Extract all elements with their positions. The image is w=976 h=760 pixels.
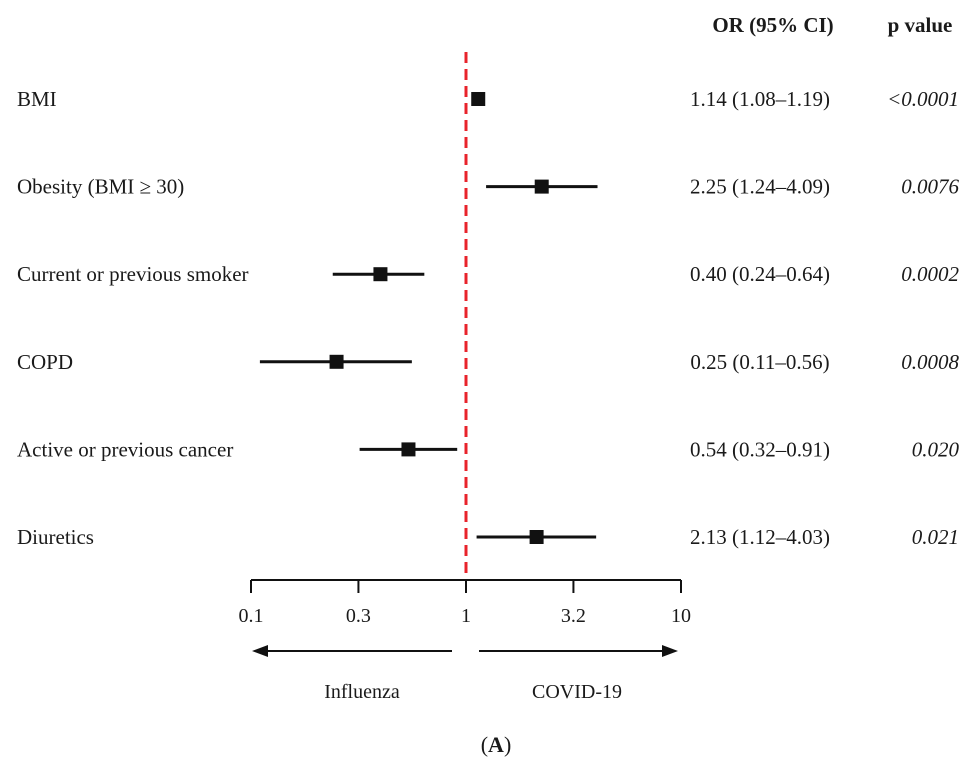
forest-row: Active or previous cancer 0.54 (0.32–0.91… — [17, 437, 960, 461]
row-label: Active or previous cancer — [17, 437, 233, 461]
forest-row: BMI 1.14 (1.08–1.19) <0.0001 — [17, 87, 959, 111]
x-tick-label: 10 — [671, 605, 691, 627]
or-marker — [534, 179, 549, 194]
x-tick-label: 3.2 — [561, 605, 586, 627]
or-value: 0.54 (0.32–0.91) — [690, 437, 830, 461]
or-value: 2.25 (1.24–4.09) — [690, 175, 830, 199]
row-label: Current or previous smoker — [17, 262, 249, 286]
or-marker — [471, 92, 486, 106]
rows-group: BMI 1.14 (1.08–1.19) <0.0001 Obesity (BMI ≥… — [17, 87, 960, 549]
row-label: BMI — [17, 87, 57, 111]
forest-row: Diuretics 2.13 (1.12–4.03) 0.021 — [17, 525, 959, 549]
or-value: 0.25 (0.11–0.56) — [690, 350, 829, 374]
forest-row: COPD 0.25 (0.11–0.56) 0.0008 — [17, 350, 960, 374]
x-tick-label: 0.3 — [346, 605, 371, 627]
p-value: 0.0076 — [901, 175, 959, 199]
direction-arrows — [252, 645, 678, 657]
panel-label: (A) — [481, 732, 512, 757]
p-value: 0.020 — [912, 437, 960, 461]
or-marker — [329, 354, 344, 369]
p-value: 0.0008 — [901, 350, 959, 374]
p-value: 0.021 — [912, 525, 959, 549]
x-axis-ticks: 0.1 0.3 1 3.2 10 — [239, 580, 691, 627]
left-arrow-head — [252, 645, 268, 657]
or-value: 1.14 (1.08–1.19) — [690, 87, 830, 111]
or-marker — [401, 442, 416, 457]
or-value: 2.13 (1.12–4.03) — [690, 525, 830, 549]
x-tick-label: 0.1 — [239, 605, 264, 627]
right-arrow-head — [662, 645, 678, 657]
or-marker — [529, 530, 544, 544]
p-column-header: p value — [888, 13, 953, 37]
row-label: Obesity (BMI ≥ 30) — [17, 175, 184, 199]
forest-row: Obesity (BMI ≥ 30) 2.25 (1.24–4.09) 0.0076 — [17, 175, 960, 199]
direction-right-label: COVID-19 — [532, 681, 622, 703]
direction-left-label: Influenza — [324, 681, 400, 703]
or-value: 0.40 (0.24–0.64) — [690, 262, 830, 286]
x-tick-label: 1 — [461, 605, 471, 627]
forest-row: Current or previous smoker 0.40 (0.24–0.6… — [17, 262, 960, 286]
or-column-header: OR (95% CI) — [712, 13, 833, 37]
p-value: 0.0002 — [901, 262, 959, 286]
row-label: COPD — [17, 350, 73, 374]
row-label: Diuretics — [17, 525, 94, 549]
p-value: <0.0001 — [887, 87, 959, 111]
or-marker — [373, 267, 388, 282]
